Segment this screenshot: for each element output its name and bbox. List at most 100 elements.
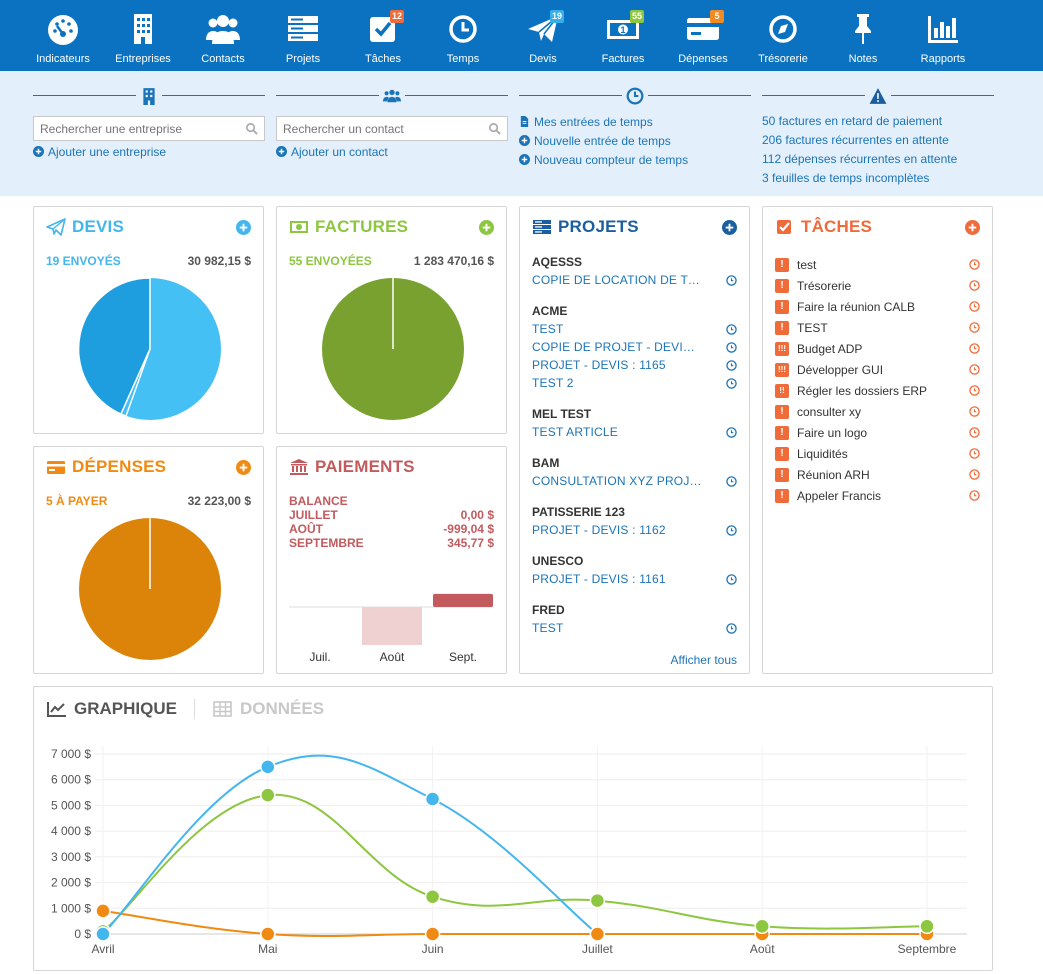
- project-client[interactable]: ACME: [532, 304, 568, 318]
- task-item[interactable]: ! test: [775, 254, 980, 275]
- clock-icon[interactable]: [726, 524, 737, 536]
- data-point[interactable]: [424, 926, 441, 942]
- clock-icon[interactable]: [726, 622, 737, 634]
- data-point[interactable]: [95, 903, 111, 919]
- nav-item-8[interactable]: Dépenses 5: [663, 0, 743, 71]
- data-point[interactable]: [260, 759, 276, 775]
- clock-icon[interactable]: [969, 385, 980, 396]
- clock-icon[interactable]: [969, 490, 980, 501]
- nav-item-6[interactable]: Devis 19: [503, 0, 583, 71]
- task-item[interactable]: ! Liquidités: [775, 443, 980, 464]
- data-point[interactable]: [260, 926, 276, 942]
- add-projet-icon[interactable]: [722, 220, 737, 235]
- nav-item-11[interactable]: Rapports: [903, 0, 983, 71]
- alert-link[interactable]: 112 dépenses récurrentes en attente: [762, 152, 958, 166]
- depenses-title[interactable]: DÉPENSES: [46, 457, 166, 477]
- data-point[interactable]: [919, 918, 935, 935]
- my-time-entries-link[interactable]: Mes entrées de temps: [519, 112, 751, 131]
- project-item[interactable]: TEST: [532, 320, 737, 338]
- clock-icon[interactable]: [726, 573, 737, 585]
- devis-title[interactable]: DEVIS: [46, 217, 124, 237]
- paiements-title[interactable]: PAIEMENTS: [289, 457, 415, 477]
- search-icon[interactable]: [488, 122, 501, 135]
- add-contact-link[interactable]: Ajouter un contact: [276, 142, 508, 161]
- project-client[interactable]: AQESSS: [532, 255, 583, 269]
- data-point[interactable]: [589, 926, 606, 942]
- add-depense-icon[interactable]: [236, 460, 251, 475]
- project-client[interactable]: MEL TEST: [532, 407, 592, 421]
- nav-item-2[interactable]: Contacts: [183, 0, 263, 71]
- clock-icon[interactable]: [969, 259, 980, 270]
- project-item[interactable]: PROJET - DEVIS : 1162: [532, 521, 737, 539]
- clock-icon[interactable]: [726, 359, 737, 371]
- clock-icon[interactable]: [969, 448, 980, 459]
- clock-icon[interactable]: [969, 301, 980, 312]
- nav-item-9[interactable]: Trésorerie: [743, 0, 823, 71]
- task-item[interactable]: !!! Budget ADP: [775, 338, 980, 359]
- clock-icon[interactable]: [969, 343, 980, 354]
- clock-icon[interactable]: [726, 475, 737, 487]
- tab-graphique[interactable]: GRAPHIQUE: [46, 699, 177, 719]
- task-item[interactable]: ! TEST: [775, 317, 980, 338]
- taches-title[interactable]: TÂCHES: [775, 217, 872, 237]
- project-item[interactable]: COPIE DE LOCATION DE TOURS: [532, 271, 737, 289]
- project-client[interactable]: FRED: [532, 603, 565, 617]
- clock-icon[interactable]: [969, 406, 980, 417]
- project-item[interactable]: CONSULTATION XYZ PROJET: [532, 472, 737, 490]
- search-icon[interactable]: [245, 122, 258, 135]
- data-point[interactable]: [754, 918, 770, 935]
- project-item[interactable]: PROJET - DEVIS : 1161: [532, 570, 737, 588]
- project-client[interactable]: UNESCO: [532, 554, 584, 568]
- task-item[interactable]: !!! Développer GUI: [775, 359, 980, 380]
- project-item[interactable]: COPIE DE PROJET - DEVIS : 1165: [532, 338, 737, 356]
- show-all-link[interactable]: Afficher tous: [670, 653, 737, 667]
- clock-icon[interactable]: [726, 377, 737, 389]
- factures-status[interactable]: 55 ENVOYÉES: [289, 254, 372, 268]
- task-item[interactable]: ! Réunion ARH: [775, 464, 980, 485]
- projets-title[interactable]: PROJETS: [532, 217, 639, 237]
- contact-search-input[interactable]: [277, 117, 477, 140]
- clock-icon[interactable]: [969, 427, 980, 438]
- project-client[interactable]: BAM: [532, 456, 560, 470]
- task-item[interactable]: ! Appeler Francis: [775, 485, 980, 506]
- task-item[interactable]: ! Faire un logo: [775, 422, 980, 443]
- nav-item-5[interactable]: Temps: [423, 0, 503, 71]
- clock-icon[interactable]: [969, 469, 980, 480]
- nav-item-0[interactable]: Indicateurs: [23, 0, 103, 71]
- nav-item-4[interactable]: Tâches 12: [343, 0, 423, 71]
- project-item[interactable]: PROJET - DEVIS : 1165: [532, 356, 737, 374]
- data-point[interactable]: [589, 892, 606, 909]
- add-company-link[interactable]: Ajouter une entreprise: [33, 142, 265, 161]
- clock-icon[interactable]: [969, 364, 980, 375]
- clock-icon[interactable]: [726, 274, 737, 286]
- clock-icon[interactable]: [726, 341, 737, 353]
- clock-icon[interactable]: [726, 426, 737, 438]
- nav-item-7[interactable]: 1 Factures 55: [583, 0, 663, 71]
- project-item[interactable]: TEST: [532, 619, 737, 637]
- add-facture-icon[interactable]: [479, 220, 494, 235]
- devis-status[interactable]: 19 ENVOYÉS: [46, 254, 121, 268]
- factures-title[interactable]: FACTURES: [289, 217, 408, 237]
- nav-item-10[interactable]: Notes: [823, 0, 903, 71]
- project-client[interactable]: PATISSERIE 123: [532, 505, 625, 519]
- alert-link[interactable]: 3 feuilles de temps incomplètes: [762, 171, 930, 185]
- depenses-status[interactable]: 5 À PAYER: [46, 494, 108, 508]
- new-time-counter-link[interactable]: Nouveau compteur de temps: [519, 150, 751, 169]
- clock-icon[interactable]: [969, 280, 980, 291]
- data-point[interactable]: [260, 787, 276, 803]
- task-item[interactable]: !! Régler les dossiers ERP: [775, 380, 980, 401]
- task-item[interactable]: ! Trésorerie: [775, 275, 980, 296]
- clock-icon[interactable]: [969, 322, 980, 333]
- project-item[interactable]: TEST 2: [532, 374, 737, 392]
- company-search-input[interactable]: [34, 117, 234, 140]
- alert-link[interactable]: 50 factures en retard de paiement: [762, 114, 943, 128]
- nav-item-3[interactable]: Projets: [263, 0, 343, 71]
- data-point[interactable]: [95, 926, 111, 942]
- tab-donnees[interactable]: DONNÉES: [212, 699, 324, 719]
- task-item[interactable]: ! Faire la réunion CALB: [775, 296, 980, 317]
- add-tache-icon[interactable]: [965, 220, 980, 235]
- clock-icon[interactable]: [726, 323, 737, 335]
- task-item[interactable]: ! consulter xy: [775, 401, 980, 422]
- add-devis-icon[interactable]: [236, 220, 251, 235]
- data-point[interactable]: [424, 791, 441, 807]
